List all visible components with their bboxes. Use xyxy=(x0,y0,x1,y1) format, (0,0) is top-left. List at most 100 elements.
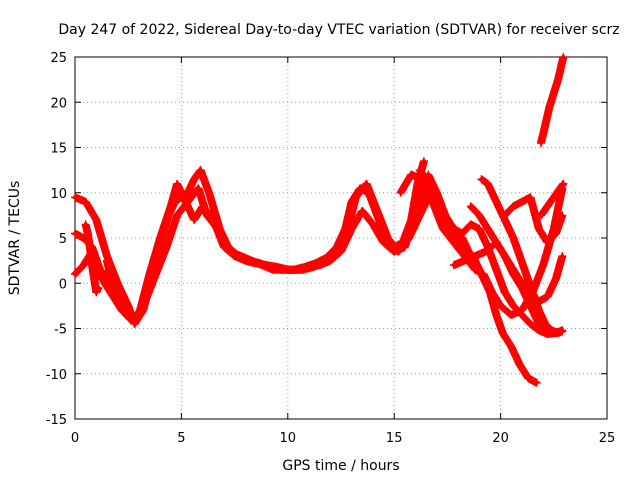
data-point xyxy=(279,267,284,272)
data-point xyxy=(90,263,95,268)
data-point xyxy=(479,272,484,277)
data-point xyxy=(73,195,77,200)
data-point xyxy=(158,236,163,240)
data-point xyxy=(398,190,403,195)
x-tick-label: 10 xyxy=(280,431,297,446)
data-point xyxy=(192,217,197,222)
data-point xyxy=(409,172,414,177)
data-point xyxy=(175,181,180,186)
data-point xyxy=(119,308,124,313)
data-point xyxy=(545,204,550,209)
data-point xyxy=(83,222,88,227)
data-point xyxy=(502,290,507,295)
data-point xyxy=(473,254,478,259)
data-point xyxy=(494,267,499,272)
data-point xyxy=(83,199,88,204)
y-tick-label: 10 xyxy=(50,187,67,202)
data-point xyxy=(502,254,507,259)
data-point xyxy=(526,376,531,381)
data-point xyxy=(117,303,122,308)
y-axis-label: SDTVAR / TECUs xyxy=(7,181,23,296)
data-point xyxy=(226,245,231,250)
data-point xyxy=(143,299,148,304)
data-point xyxy=(539,140,544,145)
data-point xyxy=(479,177,484,182)
data-point xyxy=(258,261,263,266)
data-point xyxy=(543,122,548,127)
data-point xyxy=(185,190,190,195)
data-point xyxy=(545,240,550,245)
data-point xyxy=(560,329,565,334)
x-tick-label: 0 xyxy=(71,431,79,446)
data-point xyxy=(460,245,465,250)
data-point xyxy=(107,267,112,272)
data-point xyxy=(332,254,337,259)
x-tick-label: 25 xyxy=(599,431,616,446)
data-point xyxy=(153,272,158,277)
data-point xyxy=(545,294,550,299)
x-axis: 0 5 10 15 20 25 xyxy=(71,57,615,446)
data-point xyxy=(421,159,426,164)
data-point xyxy=(561,55,566,59)
data-point xyxy=(468,222,473,227)
data-point xyxy=(517,362,522,367)
data-point xyxy=(204,213,209,218)
data-point xyxy=(94,217,99,222)
data-point xyxy=(504,222,509,227)
data-point xyxy=(147,272,152,277)
y-tick-label: 15 xyxy=(50,142,67,157)
data-point xyxy=(511,303,516,308)
data-point xyxy=(375,208,380,213)
y-tick-label: 25 xyxy=(50,51,67,66)
data-point xyxy=(268,264,273,269)
data-point xyxy=(541,263,546,268)
data-point xyxy=(94,290,99,295)
data-point xyxy=(321,260,326,265)
data-point xyxy=(549,328,554,333)
data-point xyxy=(192,177,197,182)
data-point xyxy=(426,172,431,177)
data-point xyxy=(396,249,401,254)
data-point xyxy=(494,312,499,317)
data-point xyxy=(511,204,516,209)
data-point xyxy=(485,181,490,186)
data-point xyxy=(185,199,190,204)
data-point xyxy=(370,222,375,227)
data-point xyxy=(492,195,497,200)
y-axis: -15 -10 -5 0 5 10 15 20 25 xyxy=(46,51,607,428)
data-point xyxy=(132,321,137,326)
data-point xyxy=(543,321,548,326)
data-point xyxy=(168,204,173,209)
data-point xyxy=(551,195,556,200)
data-point xyxy=(385,236,390,240)
data-point xyxy=(556,331,561,336)
data-point xyxy=(477,226,482,231)
data-point xyxy=(534,380,539,385)
data-points xyxy=(71,53,568,387)
series-track-13 xyxy=(102,256,124,310)
data-point xyxy=(553,276,558,281)
data-point xyxy=(528,303,533,308)
data-point xyxy=(539,213,544,218)
data-point xyxy=(559,64,564,69)
data-point xyxy=(73,231,77,236)
data-point xyxy=(360,208,365,213)
data-point xyxy=(502,213,507,218)
data-point xyxy=(96,285,101,290)
data-point xyxy=(483,249,488,254)
data-point xyxy=(536,299,541,304)
data-point xyxy=(215,226,220,231)
data-point xyxy=(547,104,552,109)
data-point xyxy=(415,181,420,186)
data-point xyxy=(560,213,565,218)
y-tick-label: -15 xyxy=(46,413,67,428)
data-point xyxy=(494,240,499,245)
y-tick-label: -10 xyxy=(46,368,67,383)
data-point xyxy=(551,91,556,96)
data-point xyxy=(102,281,107,286)
data-point xyxy=(73,272,77,277)
series-track-12 xyxy=(537,53,568,147)
data-point xyxy=(536,328,541,333)
data-point xyxy=(460,231,465,236)
data-point xyxy=(500,331,505,336)
